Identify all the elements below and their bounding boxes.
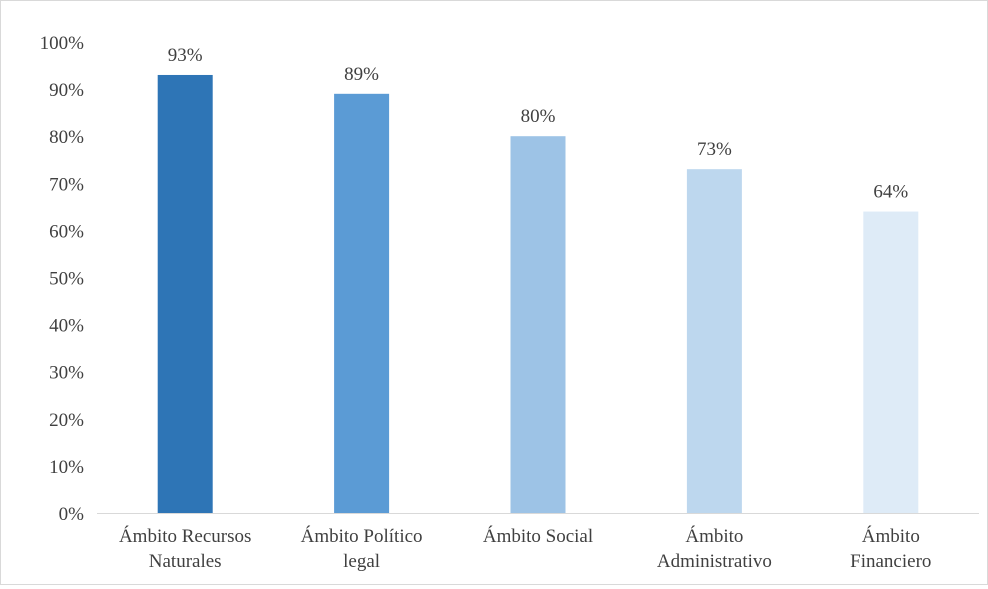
y-tick-label: 10% <box>49 457 84 478</box>
x-category-label: Ámbito Recursos Naturales <box>119 525 251 572</box>
bar <box>863 211 919 513</box>
y-tick-label: 90% <box>49 80 84 101</box>
x-category-label-line: Ámbito Político <box>301 525 423 547</box>
x-category-label: Ámbito Administrativo <box>657 525 772 572</box>
y-tick-label: 20% <box>49 410 84 431</box>
bars-group <box>157 74 919 514</box>
bar <box>510 136 566 513</box>
x-category-label: Ámbito Financiero <box>850 525 931 572</box>
x-category-label: Ámbito Político legal <box>301 525 423 572</box>
bar-value-label: 64% <box>873 182 908 203</box>
y-tick-label: 60% <box>49 221 84 242</box>
x-category-label-line: Ámbito Recursos <box>119 525 251 547</box>
y-tick-label: 40% <box>49 316 84 337</box>
x-category-label-line: Ámbito <box>862 525 920 547</box>
x-axis-tick-labels: Ámbito Recursos Naturales Ámbito Político l… <box>119 525 931 572</box>
bar-value-label: 73% <box>697 139 732 160</box>
y-tick-label: 80% <box>49 127 84 148</box>
y-tick-label: 30% <box>49 363 84 384</box>
bar <box>334 93 390 513</box>
x-category-label-line: Financiero <box>850 551 931 572</box>
x-category-label-line: Naturales <box>149 551 222 572</box>
data-labels-group: 93% 89% 80% 73% 64% <box>168 45 909 203</box>
bar <box>686 169 742 514</box>
x-category-label: Ámbito Social <box>483 525 593 547</box>
bar <box>157 74 213 513</box>
y-tick-label: 70% <box>49 174 84 195</box>
y-tick-label: 50% <box>49 269 84 290</box>
y-tick-label: 100% <box>40 33 85 54</box>
bar-value-label: 93% <box>168 45 203 66</box>
x-category-label-line: Ámbito Social <box>483 525 593 547</box>
bar-value-label: 89% <box>344 64 379 85</box>
x-category-label-line: legal <box>343 551 380 572</box>
y-tick-label: 0% <box>59 504 85 525</box>
bar-value-label: 80% <box>521 106 556 127</box>
x-category-label-line: Ámbito <box>685 525 743 547</box>
y-axis-tick-labels: 0% 10% 20% 30% 40% 50% 60% 70% 80% 90% 100% <box>40 33 85 525</box>
x-category-label-line: Administrativo <box>657 551 772 572</box>
